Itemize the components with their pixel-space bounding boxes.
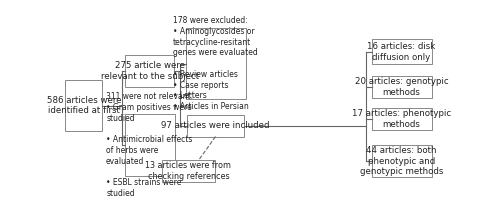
FancyBboxPatch shape [126,55,174,87]
Text: 586 articles were
identified at first: 586 articles were identified at first [46,96,121,115]
FancyBboxPatch shape [372,76,432,98]
Text: 16 articles: disk
diffusion only: 16 articles: disk diffusion only [368,42,436,61]
FancyBboxPatch shape [66,80,102,131]
FancyBboxPatch shape [188,115,244,136]
Text: 44 articles: both
phenotypic and
genotypic methods: 44 articles: both phenotypic and genotyp… [360,146,444,176]
Text: 13 articles were from
checking references: 13 articles were from checking reference… [146,161,232,181]
FancyBboxPatch shape [162,160,214,182]
Text: 97 articles were included: 97 articles were included [162,121,270,130]
Text: 275 article were
relevant to the subject: 275 article were relevant to the subject [100,61,199,81]
FancyBboxPatch shape [124,114,175,176]
Text: 311 were not relevant:
• Gram positives were
studied

• Antimicrobial effects
of: 311 were not relevant: • Gram positives … [106,92,193,198]
Text: 20 articles: genotypic
methods: 20 articles: genotypic methods [355,77,448,97]
Text: 178 were excluded:
• Aminoglycosides or
tetracycline-resitant
genes were evaluat: 178 were excluded: • Aminoglycosides or … [173,16,258,111]
FancyBboxPatch shape [372,108,432,130]
FancyBboxPatch shape [372,39,432,64]
FancyBboxPatch shape [186,28,246,99]
Text: 17 articles: phenotypic
methods: 17 articles: phenotypic methods [352,109,451,129]
FancyBboxPatch shape [372,145,432,177]
